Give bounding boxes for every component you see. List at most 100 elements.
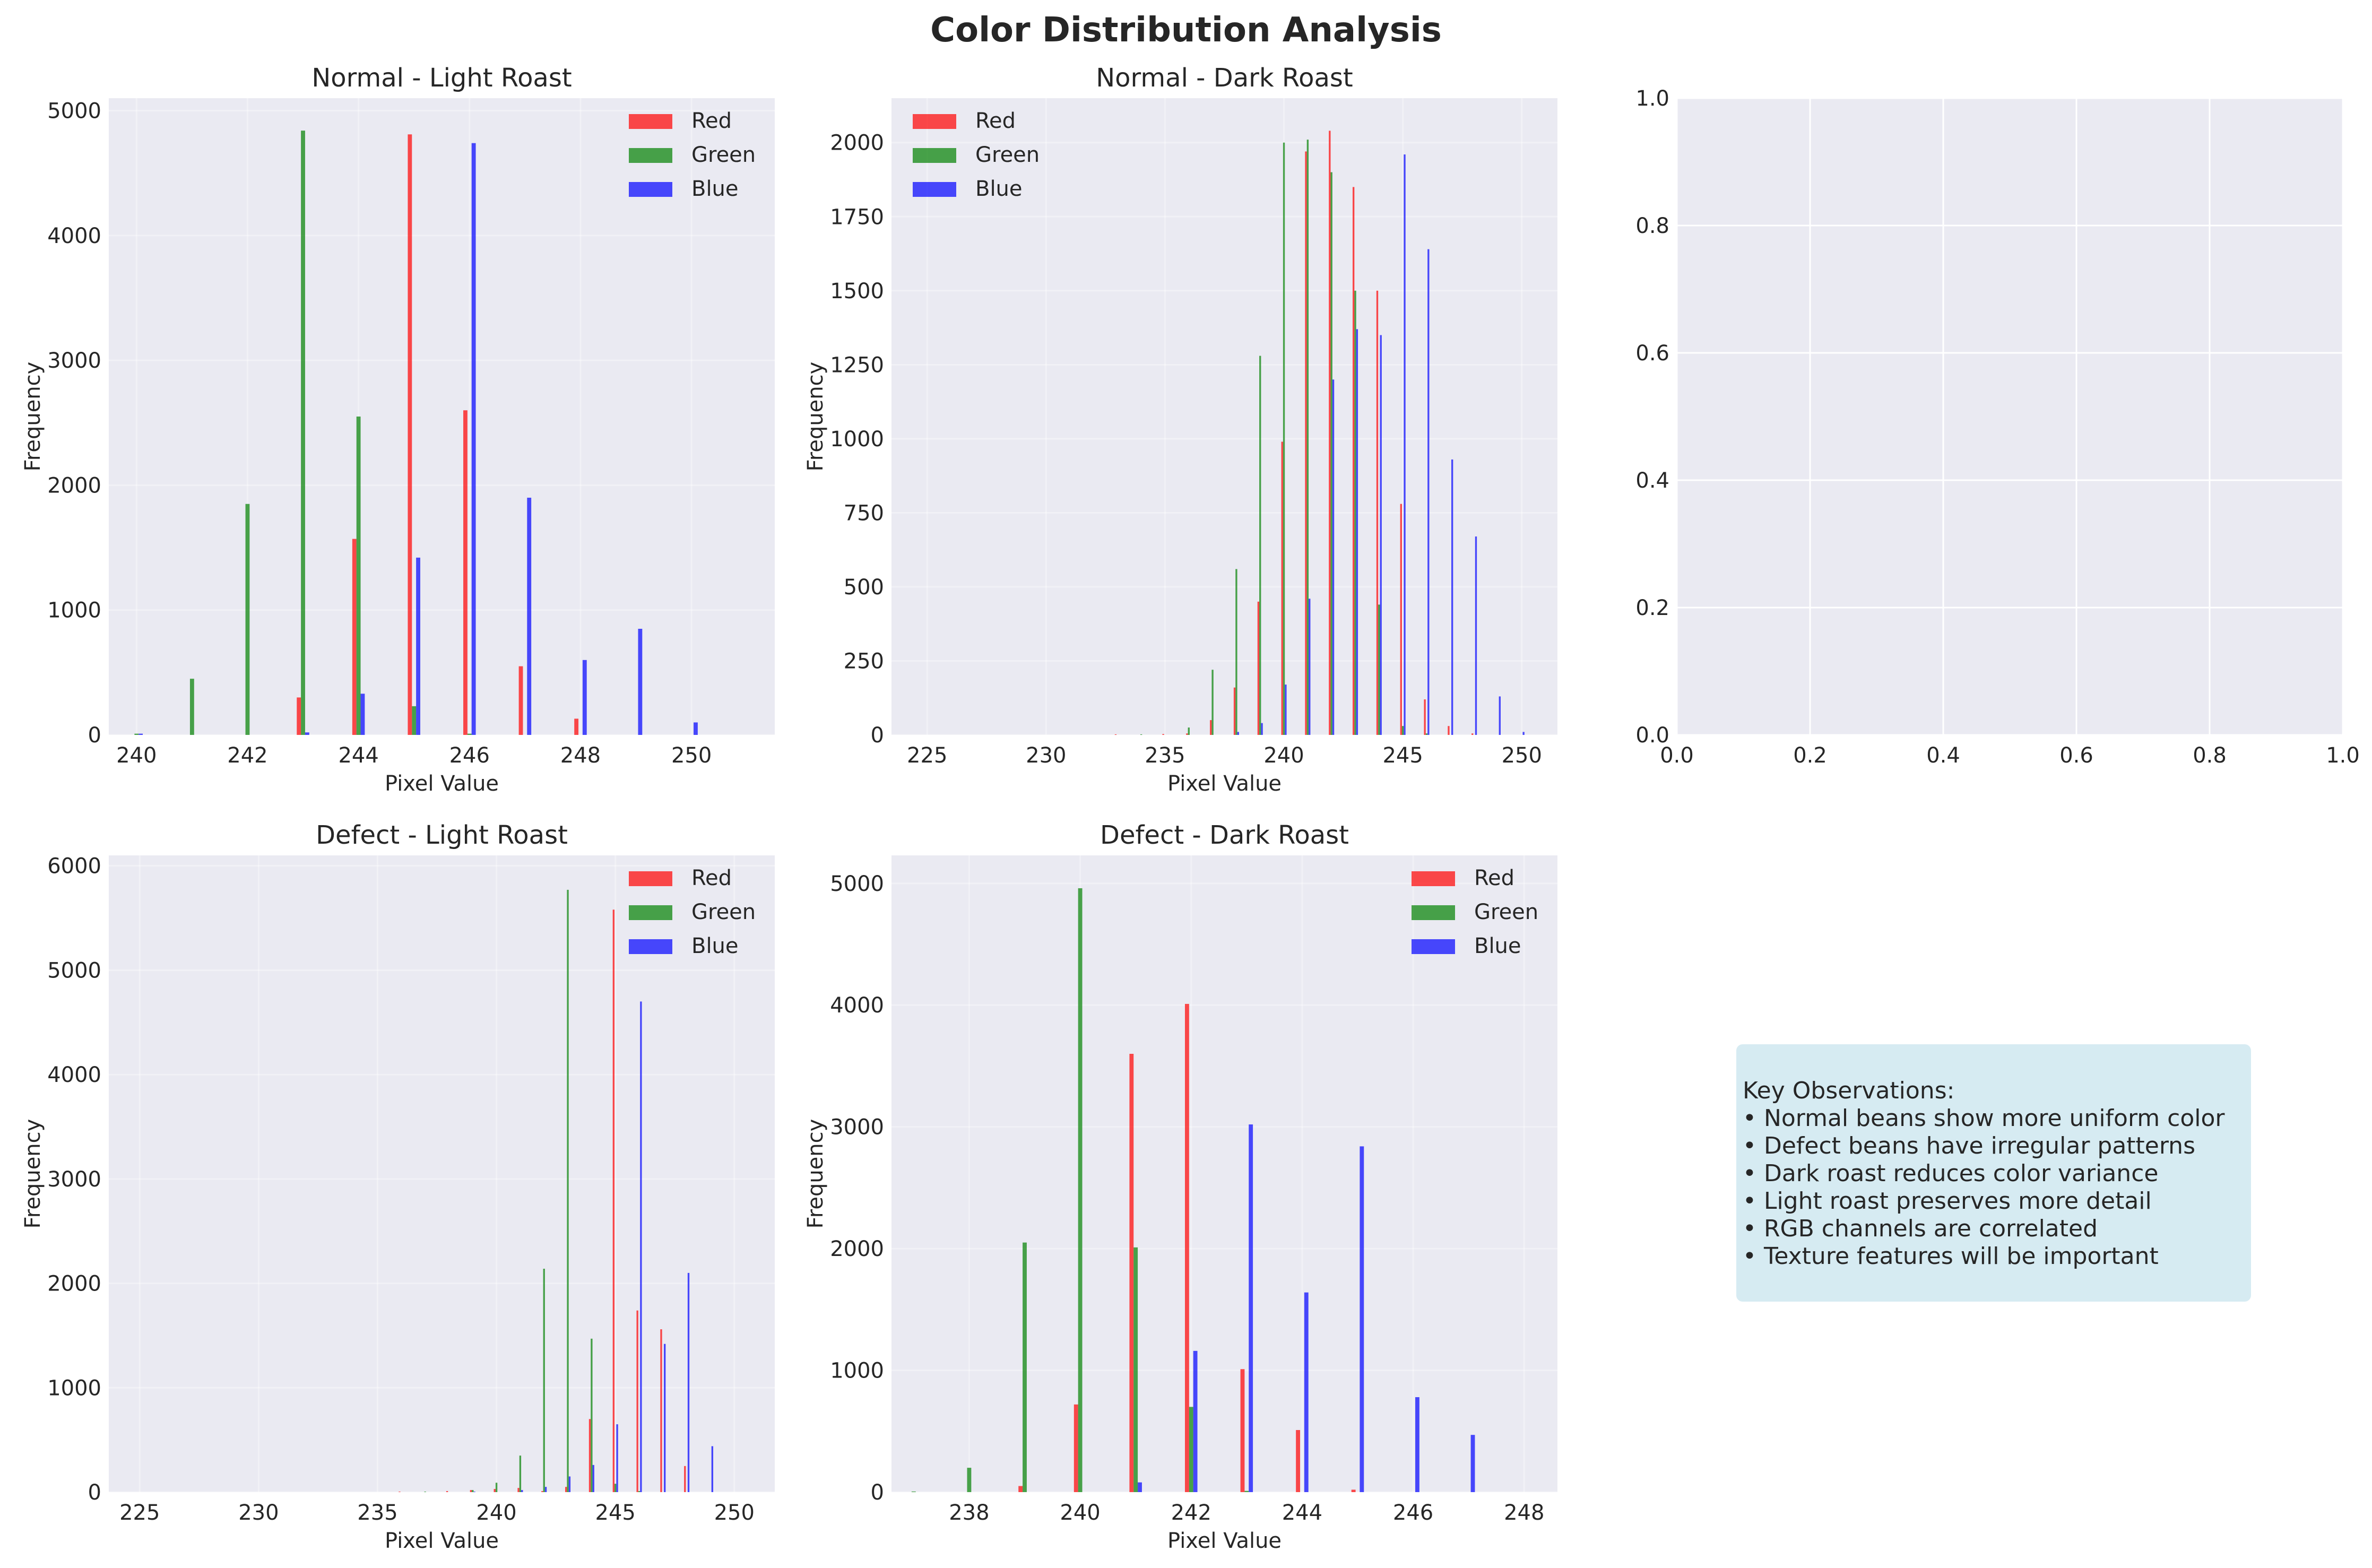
x-tick-label: 0.0 (1660, 743, 1694, 768)
bar-blue (687, 1272, 690, 1492)
plot-area (109, 98, 775, 735)
x-tick-label: 0.2 (1793, 743, 1827, 768)
bar-green (134, 733, 139, 735)
bar-green (1078, 888, 1083, 1492)
x-tick-label: 242 (227, 743, 267, 768)
bar-red (494, 1489, 496, 1492)
y-tick-label: 2000 (830, 131, 884, 155)
observations-background (1736, 1044, 2251, 1302)
bar-blue (1475, 536, 1477, 735)
x-tick-label: 246 (449, 743, 490, 768)
bar-blue (1427, 249, 1430, 735)
chart-panel-5: 0 1000 2000 3000 4000 5000 238 240 242 244 246 248 D… (803, 820, 1557, 1553)
bar-red (541, 1491, 543, 1492)
legend-label: Red (1474, 866, 1514, 890)
bar-green (245, 504, 250, 735)
bar-red (1129, 1053, 1134, 1492)
plot-area (891, 98, 1557, 735)
bar-blue (711, 1446, 714, 1492)
legend-label: Red (691, 109, 732, 133)
legend-swatch-green (913, 148, 956, 163)
x-tick-label: 1.0 (2326, 743, 2360, 768)
bar-red (1162, 734, 1164, 735)
y-tick-label: 0 (871, 723, 884, 748)
bar-red (1018, 1486, 1023, 1492)
bar-blue (416, 557, 420, 735)
bar-red (1400, 504, 1402, 735)
y-tick-label: 4000 (830, 993, 884, 1018)
bar-blue (1138, 1482, 1142, 1492)
bar-green (1259, 356, 1261, 735)
y-tick-label: 1.0 (1635, 86, 1669, 111)
x-tick-label: 245 (595, 1501, 636, 1525)
bar-blue (1522, 732, 1525, 735)
y-axis-label: Frequency (21, 1119, 45, 1229)
chart-title: Normal - Light Roast (311, 63, 572, 93)
y-axis-label: Frequency (803, 362, 828, 472)
bar-green (614, 1484, 617, 1492)
bar-red (660, 1329, 662, 1492)
x-tick-label: 225 (119, 1501, 160, 1525)
x-tick-label: 250 (1502, 743, 1542, 768)
bar-green (1306, 140, 1309, 735)
x-axis-label: Pixel Value (385, 1529, 499, 1553)
legend-label: Blue (691, 177, 739, 201)
bar-green (472, 1490, 474, 1492)
bar-green (356, 417, 361, 735)
y-tick-label: 0 (88, 723, 101, 748)
bar-green (543, 1269, 545, 1492)
bar-green (1189, 1407, 1193, 1492)
x-axis-label: Pixel Value (1167, 1529, 1282, 1553)
x-tick-label: 244 (338, 743, 378, 768)
legend-swatch-blue (629, 939, 672, 954)
x-tick-label: 240 (116, 743, 157, 768)
y-tick-label: 500 (844, 575, 884, 600)
y-tick-label: 2000 (830, 1237, 884, 1261)
bar-green (591, 1338, 593, 1492)
y-tick-label: 1000 (830, 427, 884, 452)
plot-area (1677, 98, 2343, 735)
bar-blue (1360, 1146, 1364, 1492)
observation-item: • Texture features will be important (1743, 1243, 2159, 1270)
x-tick-label: 230 (1026, 743, 1066, 768)
bar-green (467, 733, 472, 735)
y-tick-label: 1000 (47, 1376, 101, 1400)
bar-green (1133, 1247, 1138, 1492)
legend-swatch-red (913, 114, 956, 129)
x-tick-label: 240 (1263, 743, 1304, 768)
bar-red (1471, 733, 1474, 735)
bar-red (684, 1466, 686, 1492)
bar-red (636, 1310, 638, 1492)
bar-red (1296, 1430, 1300, 1492)
x-tick-label: 250 (714, 1501, 755, 1525)
x-tick-label: 0.6 (2059, 743, 2093, 768)
bar-blue (1356, 329, 1358, 735)
bar-green (1235, 569, 1237, 735)
y-tick-label: 0.8 (1635, 214, 1669, 238)
figure-title: Color Distribution Analysis (930, 11, 1442, 50)
bar-blue (1451, 459, 1453, 735)
y-tick-label: 250 (844, 649, 884, 673)
bar-red (1281, 441, 1283, 735)
y-tick-label: 0.2 (1635, 596, 1669, 620)
bar-red (1184, 1003, 1189, 1492)
bar-red (1376, 290, 1379, 735)
y-tick-label: 4000 (47, 1063, 101, 1087)
bar-green (1023, 1242, 1027, 1492)
y-axis-label: Frequency (21, 362, 45, 472)
bar-green (967, 1468, 972, 1492)
bar-blue (664, 1344, 666, 1492)
bar-red (1305, 151, 1307, 735)
y-tick-label: 1000 (47, 599, 101, 623)
bar-red (463, 410, 468, 735)
bar-green (1425, 733, 1428, 735)
legend-label: Blue (1474, 934, 1521, 958)
bar-blue (360, 694, 365, 735)
chart-title: Defect - Dark Roast (1100, 820, 1349, 850)
y-tick-label: 5000 (47, 958, 101, 983)
bar-green (1354, 290, 1356, 735)
bar-red (1210, 720, 1212, 735)
bar-red (470, 1490, 472, 1492)
bar-red (517, 1488, 520, 1492)
